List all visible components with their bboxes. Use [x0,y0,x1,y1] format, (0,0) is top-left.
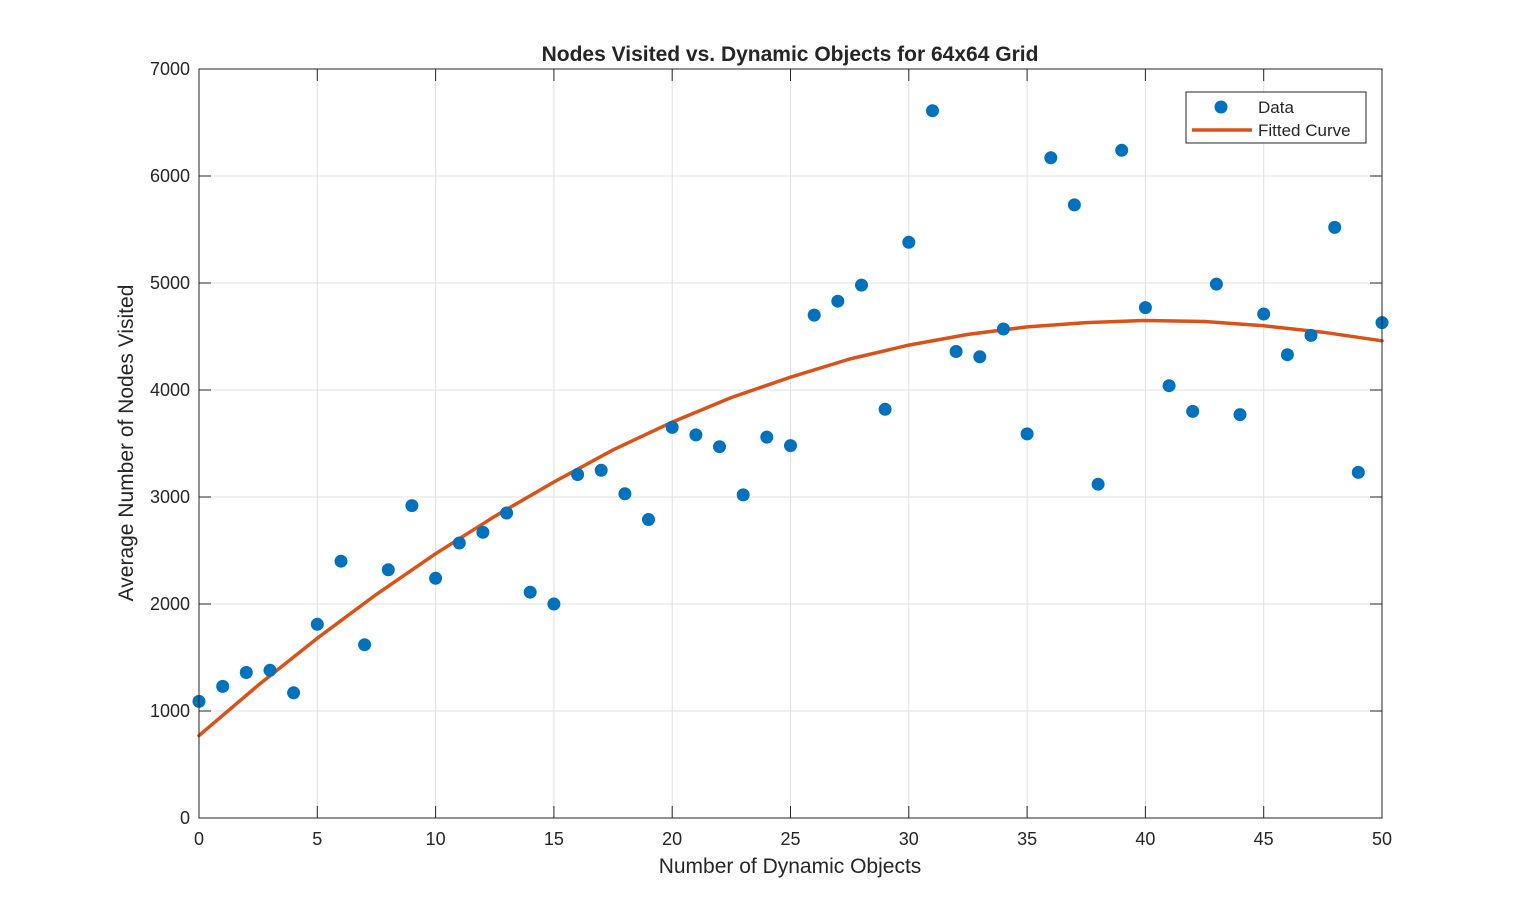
data-point [1162,379,1176,393]
y-tick-label: 0 [180,808,190,828]
data-point [405,499,419,513]
fitted-curve-layer [197,318,1384,738]
data-point [855,278,868,292]
data-point [547,597,561,611]
data-points-layer [192,104,1389,708]
y-tick-label: 4000 [150,380,190,400]
data-point [334,554,348,568]
data-point [949,345,963,358]
data-point [310,617,324,631]
y-tick-label: 1000 [150,701,190,721]
x-tick-label: 35 [1017,829,1037,849]
data-point [973,350,987,364]
data-point [263,663,277,677]
data-point [1280,348,1294,362]
data-point [878,402,892,416]
y-tick-label: 3000 [150,487,190,507]
data-point [1233,408,1247,422]
legend-box [1185,91,1367,144]
data-point [1209,277,1223,291]
x-tick-label: 45 [1254,829,1274,849]
data-point [760,430,774,444]
data-point [736,488,750,502]
data-point [784,439,797,453]
chart-title: Nodes Visited vs. Dynamic Objects for 64… [542,43,1039,66]
data-point [642,513,655,526]
x-tick-label: 40 [1135,829,1155,849]
x-tick-label: 20 [662,829,682,849]
y-tick-labels: 0 1000 2000 3000 4000 5000 6000 7000 [150,59,190,828]
data-point [594,463,608,477]
data-point [1186,404,1200,418]
data-point [807,308,821,322]
data-point [452,536,466,550]
legend-data-label: Data [1258,98,1294,117]
axis-ticks [198,68,1383,819]
data-point [1091,477,1105,491]
x-tick-label: 25 [780,829,800,849]
data-point [429,571,443,585]
x-axis-label: Number of Dynamic Objects [659,855,922,878]
x-tick-label: 50 [1372,829,1392,849]
data-point [618,487,632,501]
data-point [571,468,585,481]
data-point [713,440,726,454]
y-tick-label: 5000 [150,273,190,293]
legend-data-marker [1214,100,1228,114]
data-point [287,686,301,700]
data-point [1067,198,1081,212]
x-tick-label: 15 [544,829,564,849]
data-point [523,585,537,599]
legend: Data Fitted Curve [1185,91,1367,144]
data-point [831,294,845,308]
x-tick-labels: 0 5 10 15 20 25 30 35 40 45 50 [194,829,1392,849]
legend-fitted-curve-label: Fitted Curve [1258,121,1351,140]
data-point [1138,301,1152,315]
data-point [1257,307,1271,321]
y-tick-label: 6000 [150,166,190,186]
data-point [926,104,939,118]
data-point [665,420,679,434]
data-point [1044,151,1058,165]
x-tick-label: 5 [312,829,322,849]
data-point [1304,328,1318,342]
x-tick-label: 30 [899,829,919,849]
data-point [500,506,514,520]
x-tick-label: 10 [426,829,446,849]
data-point [1328,220,1342,234]
data-point [689,428,703,442]
data-point [239,666,253,679]
y-axis-label: Average Number of Nodes Visited [115,285,138,602]
data-point [216,679,230,693]
y-tick-label: 7000 [150,59,190,79]
data-point [1020,427,1034,441]
data-point [1351,465,1365,479]
data-point [902,235,916,249]
data-point [476,525,490,539]
data-point [1115,143,1129,157]
data-point [358,638,372,652]
data-point [996,322,1010,336]
fitted-curve [197,318,1384,738]
x-tick-label: 0 [194,829,204,849]
y-tick-label: 2000 [150,594,190,614]
data-point [381,563,395,577]
